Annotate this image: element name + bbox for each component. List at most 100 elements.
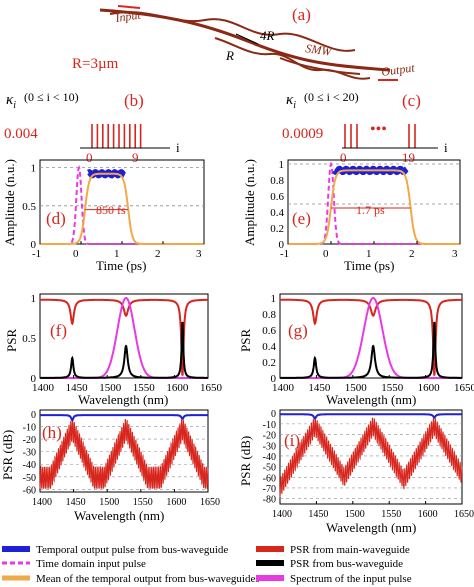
coupling-bars: [344, 124, 416, 148]
legend-label: Temporal output pulse from bus-waveguide: [36, 544, 228, 556]
y-tick-label: 0.4: [262, 341, 276, 353]
psr-db-plot-right: [279, 413, 463, 499]
label-smw: SMW: [305, 41, 334, 59]
panel-label-b: (b): [124, 91, 144, 110]
panel-label-e: (e): [292, 209, 311, 228]
coupling-bars: [91, 124, 142, 148]
duration-annotation: 1.7 ps: [356, 203, 385, 217]
legend-label: PSR from bus-waveguide: [290, 558, 403, 570]
y-tick-label: -50: [23, 473, 36, 484]
legend-label: Mean of the temporal output from bus-wav…: [36, 573, 260, 585]
y-axis-label: PSR (dB): [0, 430, 15, 480]
label-4r: 4R: [260, 28, 275, 43]
x-tick-label: 0: [73, 248, 79, 260]
psr-main-db-series: [39, 418, 209, 489]
psr-main-series: [280, 298, 462, 376]
mean-output-series: [288, 169, 460, 245]
legend-label: Time domain input pulse: [36, 558, 146, 570]
x-tick-label: 1500: [99, 497, 119, 508]
coupling-panel-right: κi (0 ≤ i < 20) (c) 0.0009 ••• 0 19 i: [282, 90, 448, 165]
schematic-panel: Input (a) 4R R SMW Output R=3µm: [72, 5, 416, 81]
x-tick-label: -1: [32, 248, 41, 260]
psr-main-db-series: [279, 416, 463, 498]
y-tick-label: -10: [23, 422, 36, 433]
y-tick-label: 0.4: [270, 207, 284, 219]
y-tick-label: 0.8: [262, 309, 276, 321]
input-spectrum-series: [40, 297, 208, 379]
psr-bus-db-series: [280, 413, 462, 420]
x-tick-label: 1400: [272, 509, 292, 520]
y-tick-label: 0: [271, 409, 276, 420]
label-r: R: [225, 48, 234, 63]
x-axis-label: Wavelength (nm): [326, 520, 416, 535]
panel-label-f: (f): [50, 321, 67, 340]
x-tick-label: 1: [114, 248, 120, 260]
x-tick-label: 1650: [454, 382, 474, 394]
y-axis-label: Amplitude (n.u.): [2, 159, 17, 246]
main-waveguide: [99, 8, 391, 72]
y-axis-label: Amplitude (n.u.): [242, 159, 257, 246]
ellipsis-dots: •••: [370, 121, 387, 138]
duration-annotation: 850 fs: [96, 203, 126, 217]
plot-frame: [279, 293, 463, 379]
radius-text: R=3µm: [72, 56, 119, 72]
x-tick-label: 1500: [345, 382, 368, 394]
psr-plot-right: [280, 297, 462, 379]
x-axis-label: Wavelength (nm): [78, 392, 168, 407]
x-tick-label: 1600: [418, 509, 438, 520]
psr-main-series: [40, 298, 208, 376]
x-tick-label: 1600: [166, 382, 189, 394]
y-tick-label: -20: [263, 431, 276, 442]
y-tick-label: -50: [263, 463, 276, 474]
psr-db-panel-left: (h) PSR (dB) Wavelength (nm) 1400 1450 150…: [0, 409, 220, 523]
x-tick-label: 1600: [166, 497, 186, 508]
x-tick-label: 1400: [32, 497, 52, 508]
x-tick-label: 1550: [133, 382, 156, 394]
legend-label: PSR from main-waveguide: [290, 544, 410, 556]
psr-bus-db-series: [40, 414, 208, 422]
tick-labels: 1400 1450 1500 1550 1600 1650 0 0.5 1: [22, 293, 222, 394]
tick-labels: 1400 1450 1500 1550 1600 1650 0 0.2 0.4 0.6 0.8 1: [262, 293, 474, 394]
x-tick-label: 0: [323, 248, 329, 260]
y-axis-label: PSR: [238, 329, 253, 352]
tick-labels: 1400 1450 1500 1550 1600 1650 0-10 -20 -30-40 -50…: [23, 410, 220, 508]
x-tick-label: -1: [280, 248, 289, 260]
x-tick-label: 1550: [133, 497, 153, 508]
y-tick-label: 0: [31, 373, 37, 385]
tick-labels: -1 0 1 2 300.20.40.60.81: [270, 159, 461, 260]
y-tick-label: -60: [263, 473, 276, 484]
x-tick-label: 1650: [200, 382, 223, 394]
time-plot-right: [288, 161, 460, 245]
bus-waveguide: [279, 57, 361, 75]
x-tick-label: 1550: [381, 509, 401, 520]
psr-bus-series: [40, 321, 208, 379]
y-tick-label: 1: [31, 293, 37, 305]
tick-end: 19: [402, 150, 415, 165]
y-tick-label: 1: [271, 293, 277, 305]
time-panel-right: (e) 1.7 ps Amplitude (n.u.) Time (ps) -1…: [242, 159, 461, 273]
x-axis-label: Time (ps): [96, 258, 146, 273]
legend: Temporal output pulse from bus-waveguide…: [2, 544, 412, 585]
y-tick-label: -10: [263, 420, 276, 431]
y-tick-label: 0.8: [270, 175, 284, 187]
y-tick-label: 0: [271, 373, 277, 385]
y-tick-label: 1: [279, 159, 285, 171]
x-tick-label: 3: [452, 248, 458, 260]
y-tick-label: 0.5: [22, 333, 36, 345]
y-tick-label: 0.6: [270, 191, 284, 203]
y-tick-label: -70: [263, 484, 276, 495]
x-tick-label: 1650: [200, 497, 220, 508]
plot-frame: [39, 409, 209, 493]
panel-label-c: (c): [402, 91, 421, 110]
coupling-value: 0.004: [4, 126, 38, 142]
input-spectrum-series: [280, 297, 462, 379]
psr-plot-left: [40, 297, 208, 379]
mean-output-series: [40, 172, 204, 245]
x-tick-label: 1450: [308, 382, 331, 394]
y-axis-label: PSR (dB): [238, 436, 253, 486]
plot-frame: [279, 409, 463, 505]
y-tick-label: 0: [31, 410, 36, 421]
x-tick-label: 1450: [66, 382, 89, 394]
x-tick-label: 1450: [308, 509, 328, 520]
